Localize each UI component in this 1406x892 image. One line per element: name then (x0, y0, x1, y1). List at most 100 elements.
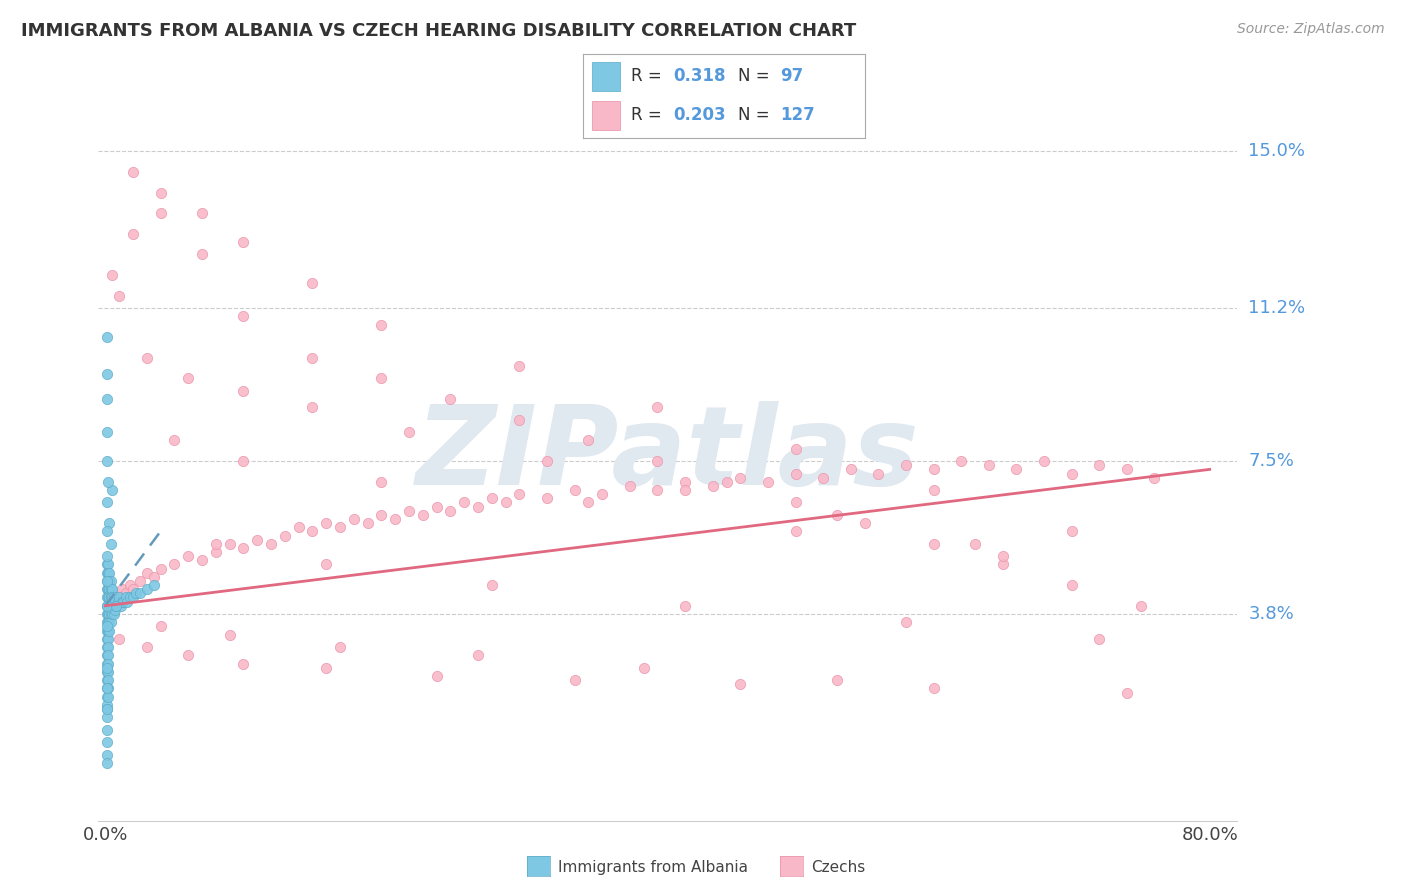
Text: N =: N = (738, 68, 775, 86)
Point (315, 661, 337, 675)
Point (785, 442, 807, 456)
Point (398, 425, 420, 440)
Point (96, 640, 118, 654)
Point (97, 599, 120, 613)
Point (287, 520, 309, 534)
Point (412, 508, 434, 522)
Point (495, 495, 517, 509)
Point (633, 661, 655, 675)
Point (1129, 599, 1152, 613)
Point (97, 648, 120, 663)
Point (96, 599, 118, 613)
Point (96, 591, 118, 605)
Point (825, 508, 848, 522)
Point (96, 702, 118, 716)
Point (104, 594, 127, 608)
Point (398, 504, 420, 518)
Point (96, 747, 118, 762)
Point (922, 462, 945, 476)
Point (1060, 524, 1083, 539)
Point (100, 582, 122, 597)
Point (98, 591, 121, 605)
Point (122, 582, 145, 597)
Point (122, 227, 145, 241)
Point (96, 582, 118, 597)
Point (508, 413, 530, 427)
Text: Czechs: Czechs (811, 860, 866, 874)
Text: 97: 97 (780, 68, 804, 86)
Point (963, 537, 986, 551)
Point (96, 673, 118, 687)
Point (839, 462, 862, 476)
Point (100, 615, 122, 630)
Point (922, 537, 945, 551)
Text: 15.0%: 15.0% (1249, 142, 1305, 161)
Point (1143, 470, 1166, 484)
Point (315, 558, 337, 572)
Point (922, 681, 945, 696)
FancyBboxPatch shape (592, 101, 620, 130)
Point (107, 594, 129, 608)
Point (97, 624, 120, 638)
Point (135, 351, 157, 365)
Point (370, 318, 392, 332)
Point (1088, 632, 1111, 646)
Point (191, 553, 214, 567)
Point (100, 537, 122, 551)
Point (232, 235, 254, 249)
Point (97, 475, 120, 489)
Point (97, 591, 120, 605)
Point (673, 475, 696, 489)
Point (101, 483, 124, 497)
Point (730, 470, 752, 484)
Point (96, 665, 118, 679)
Point (315, 516, 337, 530)
Point (96, 661, 118, 675)
Point (853, 516, 876, 530)
Point (142, 570, 165, 584)
Point (1060, 467, 1083, 481)
Point (97, 599, 120, 613)
Point (343, 512, 366, 526)
Point (103, 594, 125, 608)
Point (426, 669, 449, 683)
Point (191, 206, 214, 220)
Point (536, 454, 558, 468)
Point (104, 603, 127, 617)
Point (125, 586, 148, 600)
Point (97, 657, 120, 671)
Point (96, 454, 118, 468)
Point (96, 632, 118, 646)
Point (578, 434, 600, 448)
Point (370, 475, 392, 489)
Point (98, 599, 121, 613)
Point (96, 574, 118, 588)
Point (950, 454, 973, 468)
Text: ZIPatlas: ZIPatlas (416, 401, 920, 508)
Point (370, 508, 392, 522)
Point (97, 574, 120, 588)
Point (110, 599, 132, 613)
Point (301, 524, 323, 539)
Point (108, 289, 131, 303)
Point (96, 330, 118, 344)
Point (96, 615, 118, 630)
Point (1115, 685, 1137, 699)
Point (96, 599, 118, 613)
Point (1060, 578, 1083, 592)
Point (232, 384, 254, 398)
Point (101, 268, 124, 282)
Point (232, 541, 254, 555)
Point (177, 648, 200, 663)
Point (103, 591, 125, 605)
Point (115, 591, 138, 605)
Point (128, 574, 150, 588)
Point (467, 648, 489, 663)
Point (453, 495, 475, 509)
Point (96, 566, 118, 580)
Point (100, 591, 122, 605)
Point (218, 628, 240, 642)
Point (1115, 462, 1137, 476)
Point (96, 710, 118, 724)
Point (96, 690, 118, 704)
